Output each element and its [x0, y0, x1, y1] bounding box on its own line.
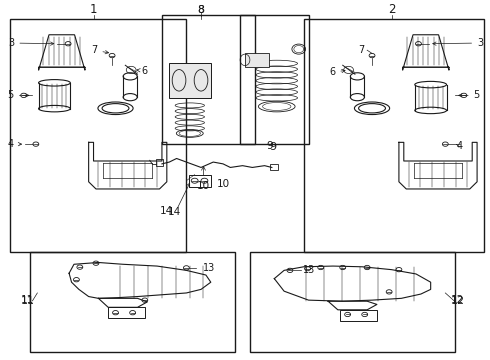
- Text: 6: 6: [329, 67, 345, 77]
- Bar: [10, 19, 186, 252]
- Text: 12: 12: [450, 296, 465, 306]
- Bar: [304, 19, 485, 252]
- Text: 5: 5: [8, 90, 29, 100]
- Bar: [340, 310, 377, 320]
- Text: 5: 5: [459, 90, 480, 100]
- Bar: [156, 159, 163, 166]
- Text: 14: 14: [159, 206, 172, 216]
- Bar: [189, 175, 211, 187]
- Text: 9: 9: [269, 141, 276, 152]
- Text: 12: 12: [451, 295, 464, 305]
- Bar: [30, 252, 235, 352]
- Text: 11: 11: [21, 296, 35, 306]
- Text: 4: 4: [456, 140, 462, 150]
- Text: 7: 7: [358, 45, 365, 55]
- Text: 3: 3: [8, 38, 54, 48]
- Text: 13: 13: [202, 263, 215, 273]
- Text: 4: 4: [8, 139, 22, 149]
- Text: 7: 7: [91, 45, 109, 55]
- Text: 10: 10: [197, 181, 210, 191]
- Bar: [162, 15, 255, 144]
- Text: 3: 3: [433, 38, 483, 48]
- Bar: [245, 53, 270, 67]
- Text: 14: 14: [168, 207, 181, 217]
- Text: 8: 8: [197, 5, 204, 15]
- Text: 13: 13: [303, 265, 315, 275]
- Text: 6: 6: [137, 66, 147, 76]
- Text: 10: 10: [217, 179, 230, 189]
- Bar: [240, 15, 309, 144]
- Bar: [250, 252, 455, 352]
- Text: 8: 8: [197, 5, 205, 15]
- Bar: [169, 63, 211, 98]
- Text: 11: 11: [21, 295, 34, 305]
- Text: 9: 9: [266, 141, 273, 151]
- Bar: [108, 307, 145, 318]
- Bar: [270, 164, 278, 170]
- Text: 2: 2: [388, 3, 395, 16]
- Text: 1: 1: [90, 3, 98, 16]
